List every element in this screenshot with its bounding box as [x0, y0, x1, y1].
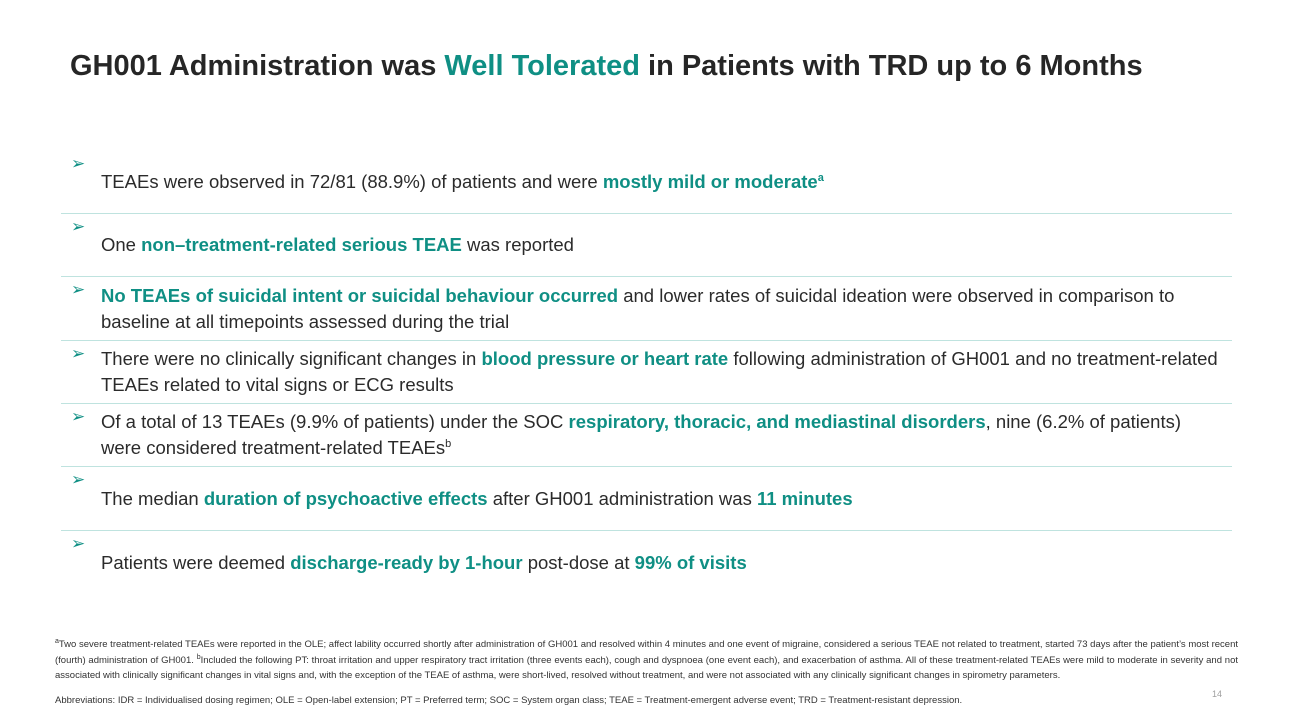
arrow-bullet-icon: ➢: [71, 407, 86, 426]
bullet-item: ➢ Of a total of 13 TEAEs (9.9% of patien…: [61, 404, 1232, 467]
abbreviations: Abbreviations: IDR = Individualised dosi…: [55, 695, 963, 706]
bullet-item: ➢ There were no clinically significant c…: [61, 341, 1232, 404]
arrow-bullet-icon: ➢: [71, 280, 86, 299]
slide-title: GH001 Administration was Well Tolerated …: [70, 50, 1143, 82]
arrow-bullet-icon: ➢: [71, 534, 86, 553]
bullet-item: ➢ No TEAEs of suicidal intent or suicida…: [61, 277, 1232, 341]
arrow-bullet-icon: ➢: [71, 217, 86, 236]
bullet-list: ➢ TEAEs were observed in 72/81 (88.9%) o…: [61, 151, 1232, 595]
title-highlight: Well Tolerated: [444, 50, 640, 82]
bullet-item: ➢ Patients were deemed discharge-ready b…: [61, 531, 1232, 595]
arrow-bullet-icon: ➢: [71, 154, 86, 173]
page-number: 14: [1212, 689, 1223, 699]
footnote: aTwo severe treatment-related TEAEs were…: [55, 637, 1239, 681]
bullet-item: ➢ One non–treatment-related serious TEAE…: [61, 214, 1232, 277]
bullet-item: ➢ The median duration of psychoactive ef…: [61, 467, 1232, 531]
arrow-bullet-icon: ➢: [71, 470, 86, 489]
arrow-bullet-icon: ➢: [71, 344, 86, 363]
bullet-item: ➢ TEAEs were observed in 72/81 (88.9%) o…: [61, 151, 1232, 214]
